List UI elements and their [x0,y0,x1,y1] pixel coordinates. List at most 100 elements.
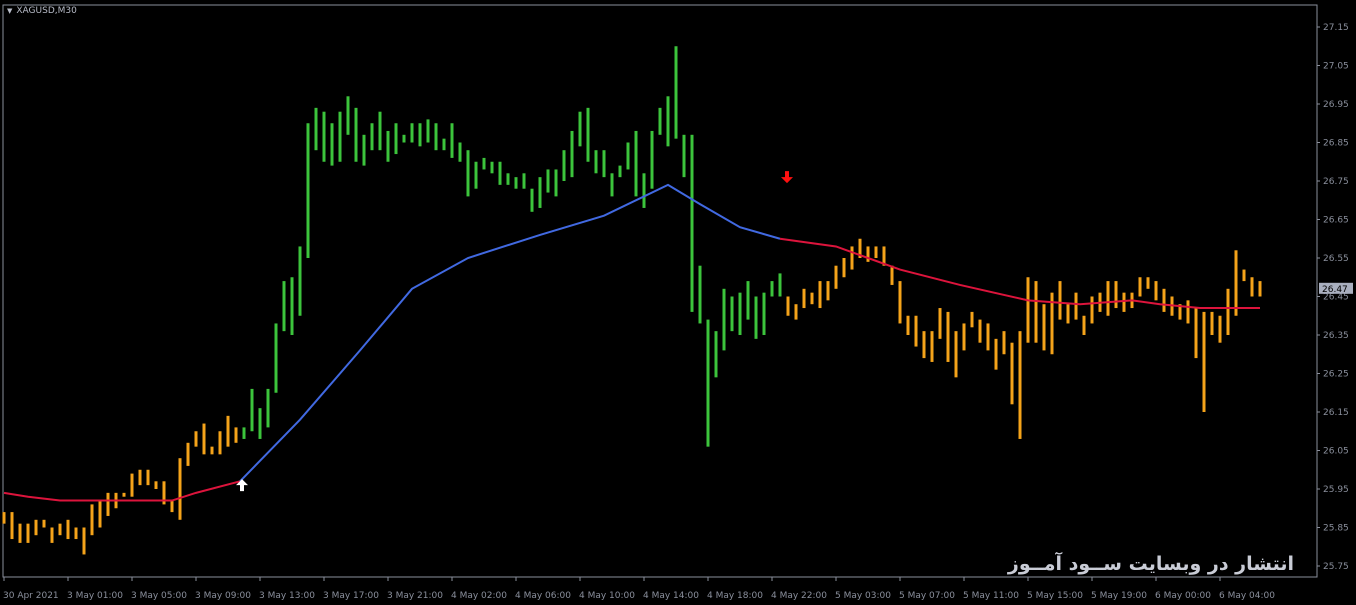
price-bar [442,138,446,151]
price-bar [466,150,470,197]
price-bar [330,123,334,166]
price-bar [354,107,358,162]
price-bar [234,427,238,443]
price-bar [34,519,38,536]
y-tick-label: 27.15 [1323,23,1349,33]
price-bar [874,246,878,258]
price-bar [18,523,22,543]
x-tick-label: 5 May 07:00 [899,591,955,601]
price-bar [1122,292,1126,312]
price-bar [562,150,566,181]
y-tick-label: 26.85 [1323,139,1349,149]
price-bar [482,157,486,170]
time-axis[interactable]: 30 Apr 2021 3 May 01:00 3 May 05:00 3 May 0… [3,577,1275,601]
price-bar [722,288,726,351]
price-bar [714,331,718,378]
price-bar [74,527,78,540]
price-bar [378,111,382,151]
price-bar [290,277,294,335]
plot-frame [2,4,1318,578]
price-bar [178,458,182,520]
price-bar [978,319,982,343]
price-bar [762,292,766,335]
price-bar [1026,277,1030,343]
price-bar [218,431,222,455]
price-bar [106,492,110,516]
current-price-label: 26.47 [1322,285,1348,295]
price-bar [626,142,630,170]
triangle-down-icon[interactable]: ▼ [7,7,13,15]
price-bar [450,123,454,158]
x-tick-label: 3 May 13:00 [259,591,315,601]
price-bar [26,523,30,543]
moving-average-down [3,480,241,502]
price-bar [802,288,806,309]
y-tick-label: 26.25 [1323,370,1349,380]
price-bar [490,161,494,174]
price-bar [1154,281,1158,301]
price-bar [226,415,230,447]
price-bar [514,177,518,189]
price-bar [506,173,510,185]
price-bar [42,519,46,528]
price-bar [570,130,574,178]
price-bar [1066,304,1070,324]
current-price-tag: 26.47 [1319,282,1353,295]
price-bar [410,123,414,143]
price-bar [170,500,174,513]
price-bar [138,469,142,486]
price-bar [538,177,542,208]
y-tick-label: 26.95 [1323,100,1349,110]
price-bar [306,123,310,258]
price-bar [194,431,198,447]
price-bar [922,331,926,359]
x-tick-label: 4 May 02:00 [451,591,507,601]
price-bar [746,281,750,320]
x-tick-label: 5 May 19:00 [1091,591,1147,601]
x-tick-label: 3 May 05:00 [131,591,187,601]
price-bar [1114,281,1118,309]
symbol-timeframe-label: XAGUSD,M30 [16,6,77,16]
y-tick-label: 26.75 [1323,177,1349,187]
price-bar [146,469,150,486]
price-bar [994,338,998,370]
price-bar [394,123,398,155]
price-bar [962,323,966,351]
price-bar [1210,311,1214,335]
price-bar [10,512,14,540]
price-axis[interactable]: 27.15 27.05 26.95 26.85 26.75 26.65 26.55 26.45… [1317,23,1349,572]
price-bar [474,161,478,189]
price-bar [986,323,990,351]
price-bar [274,323,278,393]
price-bar [946,311,950,362]
price-bar [602,150,606,178]
price-bar [1050,292,1054,355]
price-bar [1162,288,1166,312]
watermark: انتشار در وبسایت ســود آمــوز [1007,553,1294,575]
x-tick-label: 3 May 21:00 [387,591,443,601]
chart-title[interactable]: ▼ XAGUSD,M30 [7,6,77,16]
signals-layer [236,171,793,492]
price-bar [258,408,262,439]
price-bar [314,107,318,151]
price-bar [202,423,206,455]
price-bar [418,123,422,147]
y-tick-label: 26.45 [1323,293,1349,303]
price-bar [362,134,366,166]
x-tick-label: 3 May 09:00 [195,591,251,601]
price-bar [690,134,694,312]
price-bar [1218,315,1222,343]
y-tick-label: 26.65 [1323,216,1349,226]
price-bar [850,246,854,270]
x-tick-label: 4 May 10:00 [579,591,635,601]
price-bar [1202,311,1206,412]
price-bar [154,481,158,489]
price-bar [794,304,798,320]
price-bar [1178,304,1182,320]
price-bar [1018,331,1022,439]
price-bar [1242,269,1246,282]
price-bar [250,388,254,432]
price-bar [458,142,462,162]
price-bar [66,519,70,540]
